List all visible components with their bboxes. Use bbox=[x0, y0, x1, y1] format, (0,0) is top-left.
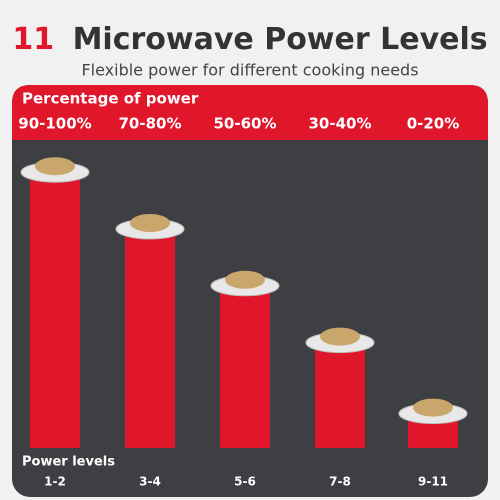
value-label: 70-80% bbox=[118, 115, 181, 133]
bar bbox=[125, 235, 175, 448]
food bbox=[130, 214, 170, 232]
header-strip bbox=[12, 85, 488, 140]
bar bbox=[408, 419, 458, 448]
title-number: 11 bbox=[12, 22, 54, 57]
food bbox=[225, 270, 265, 289]
value-label: 30-40% bbox=[308, 115, 371, 133]
bar bbox=[220, 291, 270, 448]
subtitle: Flexible power for different cooking nee… bbox=[81, 61, 418, 80]
bar bbox=[30, 178, 80, 448]
value-axis-label: Percentage of power bbox=[22, 90, 199, 108]
chart-title: Microwave Power Levels bbox=[73, 22, 488, 57]
value-label: 90-100% bbox=[18, 115, 91, 133]
food bbox=[320, 327, 360, 346]
title-group: 11 Microwave Power Levels bbox=[12, 22, 487, 57]
value-label: 0-20% bbox=[407, 115, 460, 133]
x-tick-label: 9-11 bbox=[418, 475, 448, 489]
value-label: 50-60% bbox=[213, 115, 276, 133]
x-tick-label: 3-4 bbox=[139, 475, 161, 489]
food bbox=[35, 157, 75, 176]
bar bbox=[315, 348, 365, 448]
category-axis-label: Power levels bbox=[22, 455, 115, 470]
x-tick-label: 1-2 bbox=[44, 475, 66, 489]
x-tick-label: 7-8 bbox=[329, 475, 351, 489]
x-tick-label: 5-6 bbox=[234, 475, 256, 489]
food bbox=[413, 398, 453, 417]
